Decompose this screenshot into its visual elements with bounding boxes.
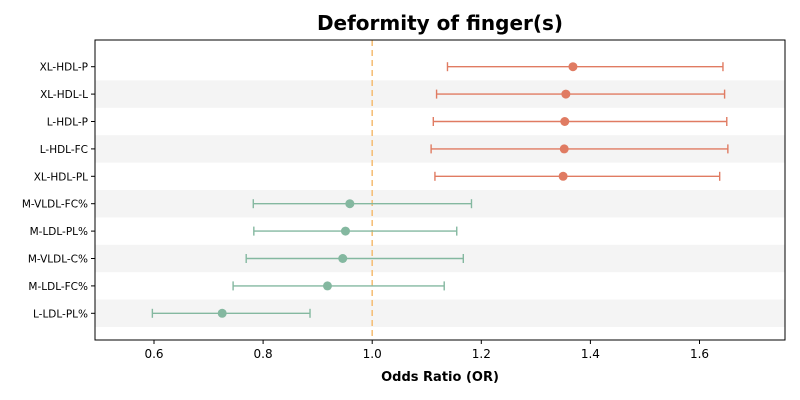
y-tick-label: L-HDL-FC xyxy=(40,144,88,156)
or-point xyxy=(340,226,350,236)
x-tick-label: 1.4 xyxy=(581,347,600,361)
y-tick-label: XL-HDL-P xyxy=(40,62,88,74)
confidence-intervals xyxy=(151,62,729,318)
or-point xyxy=(558,171,568,181)
plot-frame xyxy=(94,39,786,341)
odds-ratio-points xyxy=(217,62,578,318)
or-point xyxy=(568,62,578,72)
x-tick-label: 1.2 xyxy=(472,347,491,361)
or-point xyxy=(561,89,571,99)
y-tick-label: M-VLDL-FC% xyxy=(22,199,88,211)
x-tick-label: 1.0 xyxy=(363,347,382,361)
y-tick-label: XL-HDL-PL xyxy=(34,171,88,183)
y-tick-label: L-HDL-P xyxy=(47,117,88,129)
x-axis-label: Odds Ratio (OR) xyxy=(381,370,499,385)
or-point xyxy=(559,144,569,154)
x-axis-ticks: 0.6 0.8 1.0 1.2 1.4 1.6 xyxy=(144,340,709,361)
or-point xyxy=(338,254,348,263)
or-point xyxy=(560,117,570,126)
chart-title: Deformity of finger(s) xyxy=(317,11,563,35)
y-axis-ticks: XL-HDL-P XL-HDL-L L-HDL-P L-HDL-FC XL-HDL-PL… xyxy=(22,62,95,320)
or-point xyxy=(345,199,355,209)
y-tick-label: L-LDL-PL% xyxy=(33,308,88,320)
y-tick-label: M-VLDL-C% xyxy=(28,254,88,266)
or-point xyxy=(322,281,332,291)
or-point xyxy=(217,308,227,318)
x-tick-label: 0.8 xyxy=(254,347,273,361)
y-tick-label: XL-HDL-L xyxy=(40,89,88,101)
y-tick-label: M-LDL-PL% xyxy=(30,226,88,238)
y-tick-label: M-LDL-FC% xyxy=(28,281,88,293)
x-tick-label: 1.6 xyxy=(690,347,709,361)
x-tick-label: 0.6 xyxy=(144,347,163,361)
